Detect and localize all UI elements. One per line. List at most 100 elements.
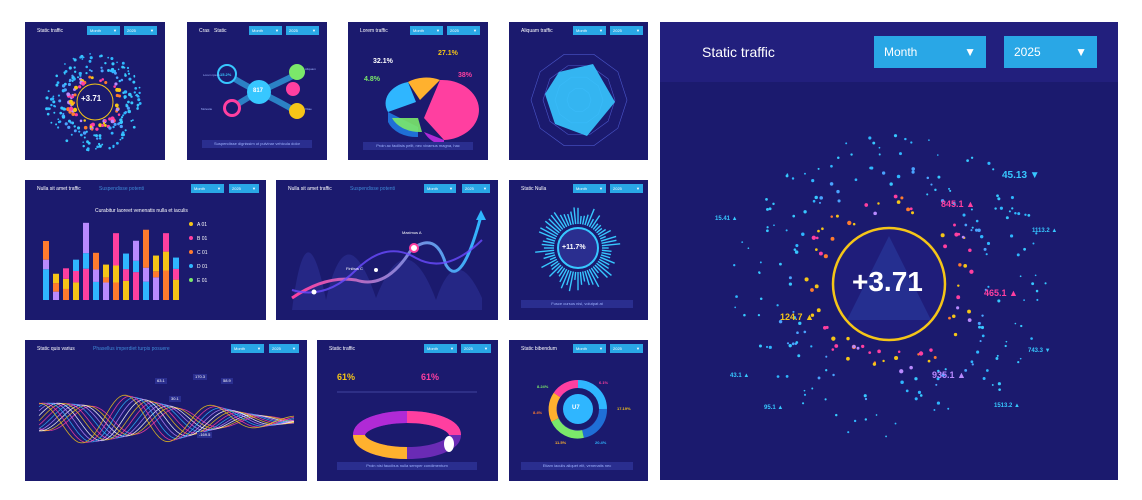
ring-value-label: 45.13 ▼ (1002, 170, 1040, 181)
ring-dot (803, 330, 807, 334)
3d-ring-chart (337, 391, 477, 459)
ring-dot (107, 56, 110, 59)
ring-dot (98, 55, 102, 58)
ring-dot (55, 83, 59, 87)
ring-dot (798, 321, 802, 325)
bar-segment (113, 282, 119, 300)
burst-ray (590, 215, 601, 229)
ring-dot (68, 106, 74, 111)
ring-dot (56, 81, 60, 85)
ring-dot (127, 100, 130, 104)
ring-dot (882, 359, 885, 363)
ring-dot (58, 99, 62, 103)
ring-dot (127, 109, 132, 114)
ring-dot (803, 393, 807, 396)
ring-dot (788, 343, 792, 348)
ring-dot (815, 236, 819, 240)
ring-dot (67, 125, 71, 129)
ring-dot (87, 141, 91, 145)
month-dropdown[interactable]: Month ▼ (424, 344, 457, 353)
ring-dot (98, 134, 102, 138)
ring-dot (856, 346, 860, 350)
ring-dot (124, 74, 127, 77)
year-dropdown[interactable]: 2025 ▼ (1004, 36, 1097, 68)
chevron-down-icon: ▼ (450, 346, 454, 351)
year-dropdown[interactable]: 2025 ▼ (462, 184, 490, 193)
burst-ray (573, 207, 577, 225)
panel-static-bibendum: Static bibendum Month ▼ 2025 ▼ U7 8.24% 6.1… (509, 340, 648, 481)
year-dropdown[interactable]: 2025 ▼ (461, 344, 491, 353)
ring-dot (94, 134, 97, 137)
year-dropdown[interactable]: 2025 ▼ (229, 184, 259, 193)
ring-dot (936, 154, 939, 156)
year-dropdown[interactable]: 2025 ▼ (610, 344, 643, 353)
ring-dot (117, 122, 120, 126)
ring-dot (981, 314, 984, 317)
year-dropdown[interactable]: 2025 ▼ (124, 26, 157, 35)
ring-dot (778, 319, 783, 324)
month-dropdown[interactable]: Month ▼ (874, 36, 986, 68)
month-dropdown[interactable]: Month ▼ (573, 184, 606, 193)
ring-dot (831, 348, 835, 351)
year-dropdown[interactable]: 2025 ▼ (610, 184, 643, 193)
burst-ray (594, 264, 608, 278)
ring-dot (62, 112, 65, 115)
ring-dot (1032, 242, 1035, 245)
burst-ray (551, 262, 560, 271)
ring-dot (893, 134, 898, 138)
donut-label: 6.1% (599, 380, 609, 385)
month-dropdown-value: Month (90, 28, 102, 33)
wave-line (38, 402, 295, 439)
ring-dot (977, 228, 981, 233)
ring-dot (121, 61, 125, 65)
wave-line (38, 394, 295, 444)
burst-ray (596, 227, 603, 234)
year-dropdown[interactable]: 2025 ▼ (610, 26, 643, 35)
ring-dot (976, 350, 980, 354)
legend-label: B 01 (197, 236, 208, 242)
ring-dot (112, 125, 115, 129)
year-dropdown[interactable]: 2025 ▼ (269, 344, 299, 353)
ring-dot (814, 195, 818, 200)
month-dropdown[interactable]: Month ▼ (249, 26, 282, 35)
value-tag: 63.1 (155, 378, 167, 384)
month-dropdown[interactable]: Month ▼ (573, 26, 606, 35)
ring-dot (51, 97, 55, 101)
ring-dot (978, 325, 982, 329)
chevron-down-icon: ▼ (636, 28, 640, 33)
year-dropdown[interactable]: 2025 ▼ (286, 26, 319, 35)
bar-segment (103, 264, 109, 278)
panel-subtitle: Suspendisse potenti (99, 186, 145, 192)
ring-dot (852, 222, 856, 226)
ring-dot (50, 103, 53, 107)
month-dropdown[interactable]: Month ▼ (231, 344, 264, 353)
month-dropdown[interactable]: Month ▼ (191, 184, 224, 193)
panel-title: Nulla sit amet traffic (288, 186, 332, 192)
ring-dot (136, 103, 140, 107)
value-right: 61% (421, 372, 440, 382)
ring-dot (63, 73, 66, 75)
year-dropdown[interactable]: 2025 ▼ (447, 26, 480, 35)
ring-dot (954, 232, 959, 237)
ring-dot (957, 232, 961, 236)
ring-dot (984, 288, 987, 291)
ring-dot (785, 375, 789, 378)
ring-dot (766, 207, 769, 211)
ring-dot (88, 75, 92, 79)
month-dropdown[interactable]: Month ▼ (573, 344, 606, 353)
chevron-down-icon: ▼ (312, 28, 316, 33)
ring-dot (71, 74, 74, 77)
ring-dot (101, 123, 105, 128)
ring-dot (132, 125, 136, 129)
month-dropdown[interactable]: Month ▼ (424, 184, 456, 193)
ring-dot (898, 152, 902, 156)
ring-dot (138, 91, 141, 95)
ring-dot (124, 73, 127, 75)
ring-dot (911, 211, 915, 215)
month-dropdown[interactable]: Month ▼ (410, 26, 443, 35)
ring-dot (943, 244, 948, 249)
ring-dot (107, 69, 110, 72)
radar-shape (545, 64, 615, 136)
burst-ray (556, 266, 564, 274)
month-dropdown[interactable]: Month ▼ (87, 26, 120, 35)
